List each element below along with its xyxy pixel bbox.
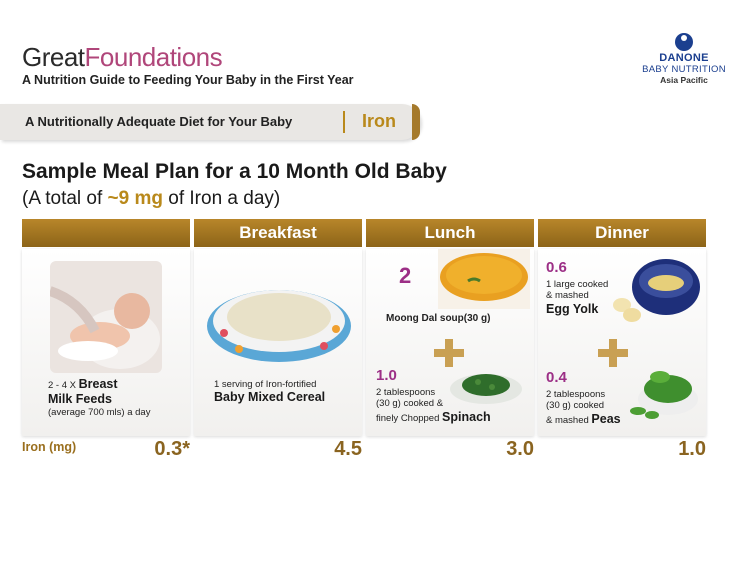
milk-qty: 2 - 4 X (48, 380, 76, 391)
banner-text: A Nutritionally Adequate Diet for Your B… (25, 114, 293, 129)
lunch-item1-name: Moong Dal soup(30 g) (386, 313, 491, 324)
milk-card: 2 - 4 X Breast Milk Feeds (average 700 m… (22, 249, 190, 436)
tagline: A Nutrition Guide to Feeding Your Baby i… (22, 73, 354, 87)
iron-value-dinner: 1.0 (678, 438, 706, 460)
brand-part2: Foundations (84, 42, 223, 72)
subtitle-suffix: of Iron a day) (163, 188, 281, 209)
lunch-item2-desc2: (30 g) cooked & (376, 398, 444, 410)
subtitle-prefix: (A total of (22, 188, 108, 209)
dinner-item2-name: Peas (591, 411, 621, 426)
lunch-item1-num: 2 (399, 263, 412, 288)
logo-line3: Asia Pacific (660, 75, 708, 85)
topic-banner: A Nutritionally Adequate Diet for Your B… (0, 104, 420, 140)
dinner-item1-desc1: 1 large cooked (546, 279, 609, 290)
lunch-item2-name: Spinach (442, 409, 491, 424)
milk-note: (average 700 mls) a day (48, 407, 151, 418)
logo-line1: DANONE (659, 52, 709, 64)
plus-icon (434, 339, 464, 367)
iron-value-lunch: 3.0 (506, 438, 534, 460)
brand-part1: Great (22, 42, 85, 72)
subtitle-value: ~9 mg (107, 188, 163, 209)
breastfeeding-photo (50, 261, 162, 373)
milk-text: 2 - 4 X Breast Milk Feeds (average 700 m… (48, 377, 188, 418)
milk-name-line1: Breast (78, 377, 118, 391)
dinner-item1-num: 0.6 (546, 259, 567, 276)
dinner-item2-desc1: 2 tablespoons (546, 389, 606, 400)
banner-tab (412, 104, 420, 140)
column-header-breakfast: Breakfast (194, 219, 362, 247)
breakfast-card: 1 serving of Iron-fortified Baby Mixed C… (194, 249, 362, 436)
iron-value-breakfast: 4.5 (334, 438, 362, 460)
column-header-milk (22, 219, 190, 247)
dinner-item1-desc2: & mashed (546, 290, 589, 302)
cereal-bowl-photo (207, 290, 351, 362)
dinner-item2-desc2: (30 g) cooked (546, 400, 605, 412)
dinner-item2-num: 0.4 (546, 369, 567, 386)
breakfast-text: 1 serving of Iron-fortified Baby Mixed C… (214, 379, 359, 405)
lunch-item2-desc3: finely Chopped (376, 412, 440, 424)
soup-bowl-photo (438, 249, 530, 309)
column-header-lunch: Lunch (366, 219, 534, 247)
dinner-item1-name: Egg Yolk (546, 301, 599, 316)
iron-value-milk: 0.3* (154, 438, 190, 460)
iron-label: Iron (mg) (22, 440, 77, 454)
danone-logo: DANONE BABY NUTRITION Asia Pacific (624, 32, 744, 92)
lunch-card: 2 Moong Dal soup(30 g) 1.0 2 tablespoons… (366, 249, 534, 436)
plus-icon (598, 339, 628, 367)
page-subtitle: (A total of ~9 mg of Iron a day) (22, 188, 280, 210)
page-title: Sample Meal Plan for a 10 Month Old Baby (22, 160, 447, 183)
column-header-dinner: Dinner (538, 219, 706, 247)
breakfast-name: Baby Mixed Cereal (214, 390, 326, 405)
dinner-card: 0.6 1 large cooked & mashed Egg Yolk 0.4… (538, 249, 706, 436)
banner-divider (343, 111, 345, 133)
peas-bowl-photo (630, 371, 698, 419)
spinach-plate-photo (450, 374, 522, 404)
logo-line2: BABY NUTRITION (642, 64, 726, 75)
milk-name-line2: Milk Feeds (48, 392, 112, 406)
brand-title: GreatFoundations (22, 42, 223, 72)
dinner-item1-text: 1 large cooked & mashed Egg Yolk (546, 279, 626, 317)
danone-logo-icon (675, 33, 693, 51)
lunch-item2-num: 1.0 (376, 367, 397, 384)
dinner-item2-text: 2 tablespoons (30 g) cooked & mashed Pea… (546, 389, 636, 427)
lunch-item2-desc1: 2 tablespoons (376, 387, 436, 398)
dinner-item2-desc3: & mashed (546, 414, 589, 426)
breakfast-desc: 1 serving of Iron-fortified (214, 379, 317, 390)
lunch-item2-text: 2 tablespoons (30 g) cooked & finely Cho… (376, 387, 526, 425)
banner-topic: Iron (362, 111, 396, 131)
egg-yolk-bowl-photo (613, 259, 700, 322)
